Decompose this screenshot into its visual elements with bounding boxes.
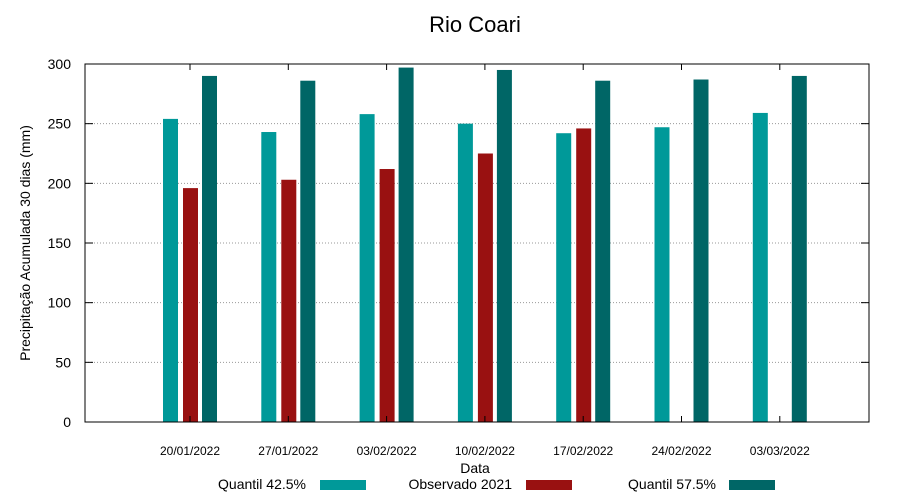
- legend-swatch: [320, 480, 366, 490]
- bar: [576, 128, 592, 422]
- x-tick-label: 20/01/2022: [160, 444, 220, 458]
- bar: [300, 80, 316, 422]
- y-tick-label: 200: [48, 175, 72, 191]
- bar: [183, 188, 198, 422]
- x-tick-label: 10/02/2022: [455, 444, 515, 458]
- bar: [281, 179, 297, 422]
- legend-swatch: [729, 480, 775, 490]
- legend-swatch: [526, 480, 572, 490]
- x-tick-label: 17/02/2022: [553, 444, 613, 458]
- bars: [163, 67, 807, 423]
- x-tick-label: 03/02/2022: [357, 444, 417, 458]
- bar: [791, 75, 807, 422]
- bar: [359, 114, 375, 423]
- bar: [163, 118, 178, 422]
- x-axis-ticks: 20/01/2022 27/01/2022 03/02/2022 10/02/2022…: [160, 64, 810, 458]
- x-tick-label: 27/01/2022: [258, 444, 318, 458]
- y-tick-label: 50: [55, 354, 71, 370]
- chart-title: Rio Coari: [429, 12, 521, 37]
- y-tick-label: 150: [48, 235, 72, 251]
- y-tick-label: 100: [48, 295, 72, 311]
- x-tick-label: 24/02/2022: [651, 444, 711, 458]
- legend: Quantil 42.5% Observado 2021 Quantil 57.5%: [218, 476, 775, 492]
- legend-label: Observado 2021: [408, 476, 512, 492]
- bar: [595, 80, 611, 422]
- y-tick-label: 0: [63, 414, 71, 430]
- bar: [496, 69, 512, 422]
- bar: [261, 132, 277, 422]
- y-tick-label: 300: [48, 56, 72, 72]
- bar: [379, 169, 395, 422]
- legend-label: Quantil 42.5%: [218, 476, 306, 492]
- bar: [477, 153, 493, 422]
- x-axis-label: Data: [460, 460, 490, 476]
- y-axis-ticks: 0 50 100 150 200 250 300: [48, 56, 869, 430]
- bar: [752, 112, 768, 422]
- bar: [556, 133, 572, 423]
- bar: [654, 127, 670, 422]
- y-tick-label: 250: [48, 116, 72, 132]
- bar: [457, 123, 473, 423]
- bar: [202, 75, 217, 422]
- bar: [398, 67, 414, 422]
- legend-label: Quantil 57.5%: [628, 476, 716, 492]
- bar: [693, 79, 709, 422]
- x-tick-label: 03/03/2022: [750, 444, 810, 458]
- y-axis-label: Precipitação Acumulada 30 dias (mm): [17, 125, 33, 361]
